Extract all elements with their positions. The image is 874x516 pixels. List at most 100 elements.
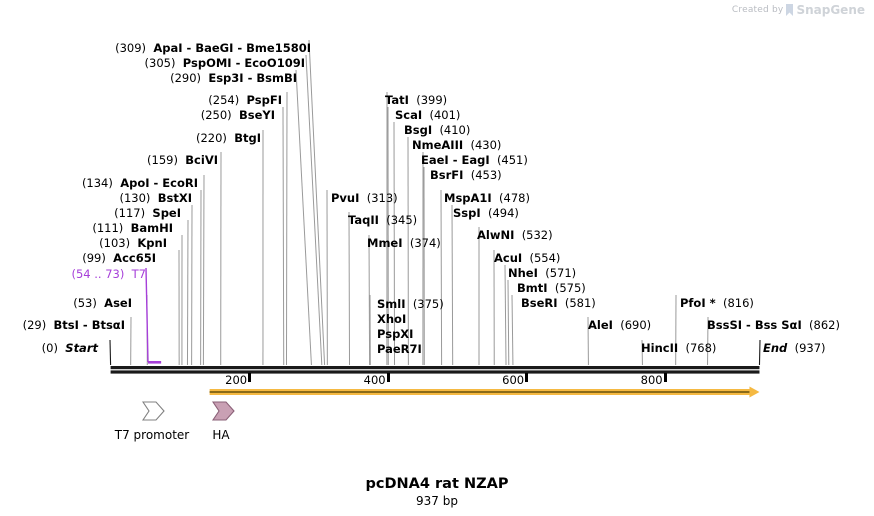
enzyme-name: PspOMI (182, 56, 232, 70)
enzyme-position: (374) (409, 236, 441, 250)
enzyme-label[interactable]: ScaI (401) (395, 109, 460, 121)
enzyme-separator: - (243, 71, 257, 85)
leader-line (285, 91, 288, 366)
enzyme-label[interactable]: PvuI (313) (331, 192, 398, 204)
snapgene-credit: Created by SnapGene (732, 3, 865, 17)
enzyme-position: (134) (81, 176, 113, 190)
enzyme-label[interactable]: SspI (494) (453, 207, 519, 219)
enzyme-label[interactable]: BsgI (410) (404, 124, 470, 136)
terminal-leader-line (109, 339, 112, 366)
enzyme-position: (768) (685, 341, 717, 355)
enzyme-separator: - (182, 41, 196, 55)
enzyme-name-group: BssSI - Bss SαI (707, 318, 802, 332)
enzyme-label[interactable]: HincII (768) (641, 342, 716, 354)
enzyme-label[interactable]: TaqII (345) (348, 214, 417, 226)
enzyme-name: BsmBI (256, 71, 297, 85)
feature-leader-line (145, 267, 149, 363)
enzyme-name: PvuI (331, 191, 360, 205)
enzyme-name-row: PspXI (377, 327, 444, 342)
enzyme-name-row: SmlI (375) (377, 297, 444, 312)
enzyme-label[interactable]: NmeAIII (430) (412, 139, 501, 151)
page-subtitle: 937 bp (416, 494, 458, 508)
enzyme-name-group: BtgI (234, 131, 261, 145)
enzyme-label[interactable]: (99) Acc65I (82, 252, 156, 264)
enzyme-position: (159) (147, 153, 178, 167)
enzyme-label[interactable]: (103) KpnI (99, 237, 167, 249)
orf-body (209, 389, 750, 395)
enzyme-position: (554) (529, 251, 561, 265)
enzyme-position: (103) (99, 236, 131, 250)
enzyme-label[interactable]: (130) BstXI (119, 192, 192, 204)
orf-arrowhead (749, 386, 760, 398)
enzyme-label[interactable]: (134) ApoI - EcoRI (82, 177, 198, 189)
enzyme-position: (111) (92, 221, 124, 235)
ruler-tick-label: 200 (225, 373, 248, 387)
terminal-label-start[interactable]: (0) Start (42, 342, 98, 354)
enzyme-name: Bss SαI (754, 318, 802, 332)
orf-arrow[interactable] (209, 386, 760, 398)
enzyme-name-group: BseYI (239, 108, 275, 122)
enzyme-label[interactable]: (111) BamHI (92, 222, 173, 234)
enzyme-star-marker: * (705, 296, 716, 310)
enzyme-label[interactable]: AlwNI (532) (477, 229, 553, 241)
enzyme-name: BamHI (130, 221, 173, 235)
enzyme-label[interactable]: TatI (399) (385, 94, 447, 106)
enzyme-name-group: Acc65I (113, 251, 156, 265)
enzyme-label[interactable]: MspA1I (478) (444, 192, 530, 204)
feature-label-t7[interactable]: (54 .. 73) T7 (71, 268, 146, 280)
enzyme-label[interactable]: BseRI (581) (521, 297, 596, 309)
enzyme-position: (345) (386, 213, 418, 227)
feature-caption-t7-promoter: T7 promoter (114, 428, 190, 442)
enzyme-label[interactable]: (309) ApaI - BaeGI - Bme1580I (115, 42, 311, 54)
feature-arrow-t7-promoter[interactable] (142, 398, 166, 426)
enzyme-name-group: Esp3I - BsmBI (208, 71, 297, 85)
enzyme-label[interactable]: (290) Esp3I - BsmBI (170, 72, 297, 84)
enzyme-name: EagI (461, 153, 490, 167)
enzyme-name-row: PaeR7I (377, 342, 444, 357)
backbone-top (110, 366, 760, 370)
feature-arrow-ha[interactable] (212, 398, 236, 426)
enzyme-separator: - (742, 318, 755, 332)
ruler-tick-label: 400 (363, 373, 386, 387)
enzyme-label[interactable]: MmeI (374) (367, 237, 441, 249)
enzyme-name: AleI (588, 318, 613, 332)
enzyme-label[interactable]: (29) BtsI - BtsαI (23, 319, 125, 331)
enzyme-position: (254) (208, 93, 240, 107)
terminal-label-end[interactable]: End (937) (763, 342, 826, 354)
enzyme-label[interactable]: SmlI (375) XhoI PspXI PaeR7I (377, 297, 444, 357)
enzyme-position: (453) (470, 168, 502, 182)
enzyme-label[interactable]: AcuI (554) (494, 252, 560, 264)
enzyme-label[interactable]: (220) BtgI (196, 132, 261, 144)
enzyme-label[interactable]: BsrFI (453) (430, 169, 502, 181)
enzyme-name: Start (65, 341, 98, 355)
enzyme-label[interactable]: AleI (690) (588, 319, 651, 331)
enzyme-label[interactable]: EaeI - EagI (451) (421, 154, 528, 166)
enzyme-name: PspXI (377, 327, 414, 341)
enzyme-label[interactable]: (117) SpeI (114, 207, 181, 219)
credit-brand: SnapGene (796, 3, 865, 17)
enzyme-name-group: AleI (588, 318, 613, 332)
feature-bar-t7 (147, 361, 162, 364)
enzyme-name: PfoI (680, 296, 706, 310)
enzyme-name: KpnI (137, 236, 167, 250)
enzyme-label[interactable]: PfoI * (816) (680, 297, 754, 309)
enzyme-label[interactable]: (250) BseYI (201, 109, 275, 121)
enzyme-name-group: BmtI (517, 281, 548, 295)
enzyme-label[interactable]: NheI (571) (508, 267, 576, 279)
enzyme-name: AcuI (494, 251, 523, 265)
enzyme-label[interactable]: BssSI - Bss SαI (862) (707, 319, 840, 331)
enzyme-label[interactable]: BmtI (575) (517, 282, 586, 294)
enzyme-position: (451) (496, 153, 528, 167)
ruler-tick-label: 600 (502, 373, 525, 387)
leader-line (202, 174, 205, 366)
enzyme-label[interactable]: (53) AseI (73, 297, 132, 309)
enzyme-name: AseI (104, 296, 132, 310)
enzyme-name-group: MspA1I (444, 191, 492, 205)
enzyme-name-group: BtsI - BtsαI (54, 318, 125, 332)
enzyme-name: BtsI (53, 318, 79, 332)
enzyme-label[interactable]: (305) PspOMI - EcoO109I (145, 57, 305, 69)
enzyme-label[interactable]: (254) PspFI (208, 94, 282, 106)
enzyme-label[interactable]: (159) BciVI (147, 154, 218, 166)
enzyme-position: (309) (115, 41, 147, 55)
